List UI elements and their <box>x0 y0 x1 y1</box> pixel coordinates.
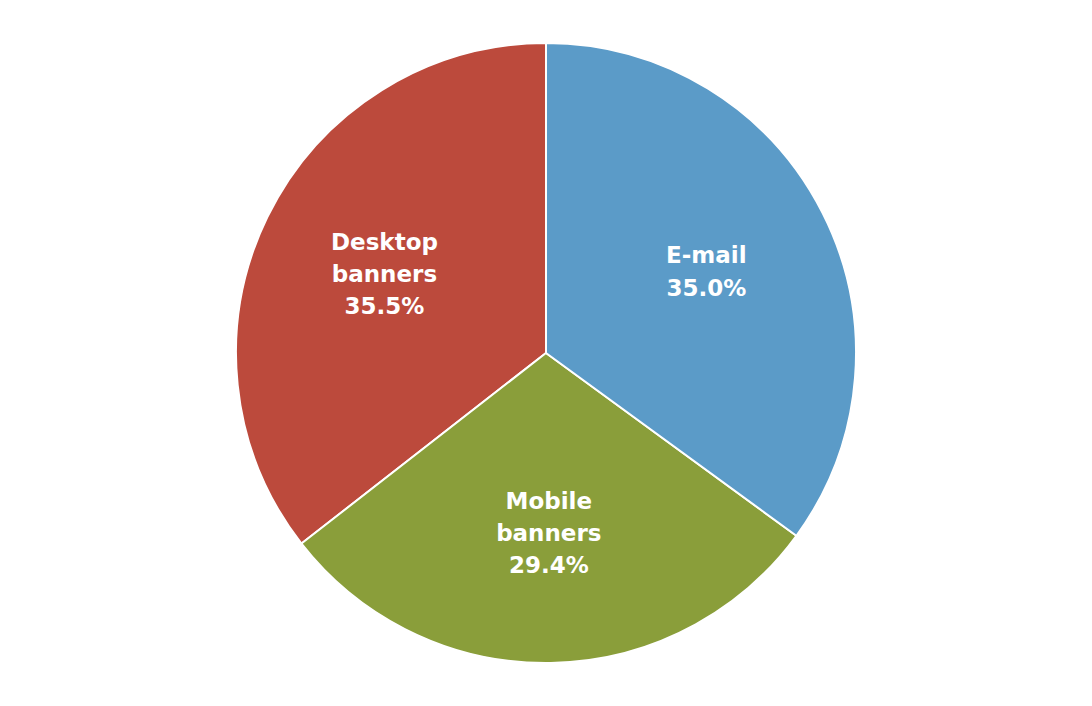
chart: Desktopbanners 35.5% Mobilebanners 29.4% E-m… <box>0 0 1092 706</box>
pie-slice <box>546 43 856 536</box>
chart-container: Desktopbanners 35.5% Mobilebanners 29.4% E-m… <box>0 0 1092 706</box>
slices <box>236 43 856 663</box>
slice-label: Mobilebanners <box>496 488 601 546</box>
slice-label: Desktopbanners <box>331 229 438 287</box>
labels: Desktopbanners 35.5% Mobilebanners 29.4% E-m… <box>331 229 747 578</box>
slice-label: E-mail <box>666 242 747 268</box>
data-label: 35.0% <box>666 275 746 301</box>
data-label: 35.5% <box>345 293 425 319</box>
data-label: 29.4% <box>509 552 589 578</box>
